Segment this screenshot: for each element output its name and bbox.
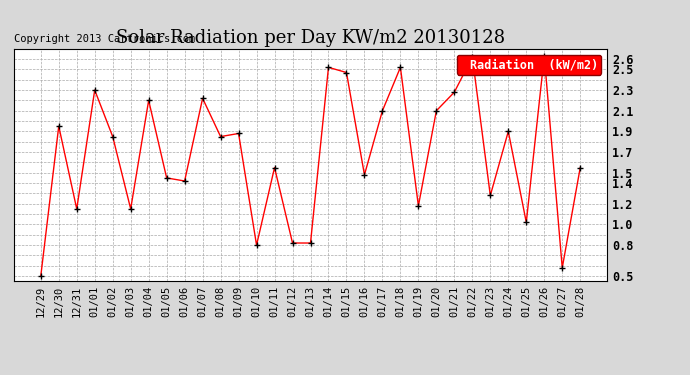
Legend: Radiation  (kW/m2): Radiation (kW/m2) [457,55,601,75]
Title: Solar Radiation per Day KW/m2 20130128: Solar Radiation per Day KW/m2 20130128 [116,29,505,47]
Text: Copyright 2013 Cartronics.com: Copyright 2013 Cartronics.com [14,34,195,44]
